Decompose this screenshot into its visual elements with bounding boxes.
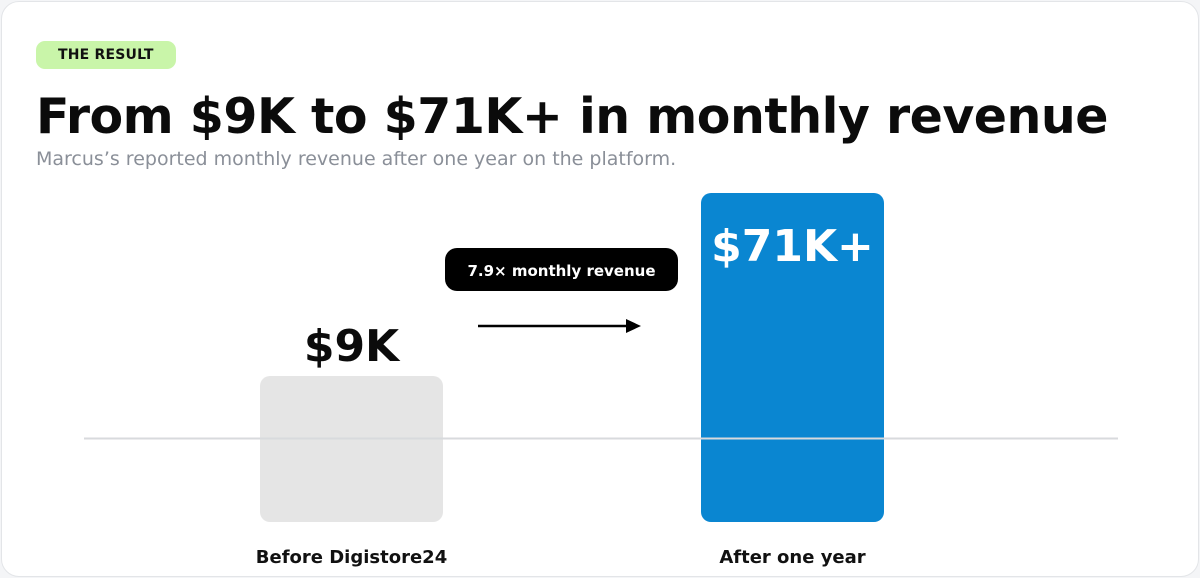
multiplier-pill-bg: [445, 248, 678, 291]
result-badge: THE RESULT: [36, 41, 176, 69]
category-label-before: Before Digistore24: [256, 547, 447, 568]
growth-arrow-head: [626, 319, 641, 333]
category-label-after: After one year: [719, 547, 865, 568]
value-label-after: $71K+: [711, 221, 874, 272]
value-label-before: $9K: [304, 321, 401, 372]
multiplier-label: 7.9× monthly revenue: [467, 262, 655, 280]
bar-before: [260, 376, 443, 522]
growth-arrow: [478, 319, 641, 333]
bar-after: [701, 193, 884, 522]
page-subtitle: Marcus’s reported monthly revenue after …: [36, 148, 677, 170]
page-title: From $9K to $71K+ in monthly revenue: [36, 88, 1109, 145]
multiplier-pill: 7.9× monthly revenue: [445, 248, 678, 291]
